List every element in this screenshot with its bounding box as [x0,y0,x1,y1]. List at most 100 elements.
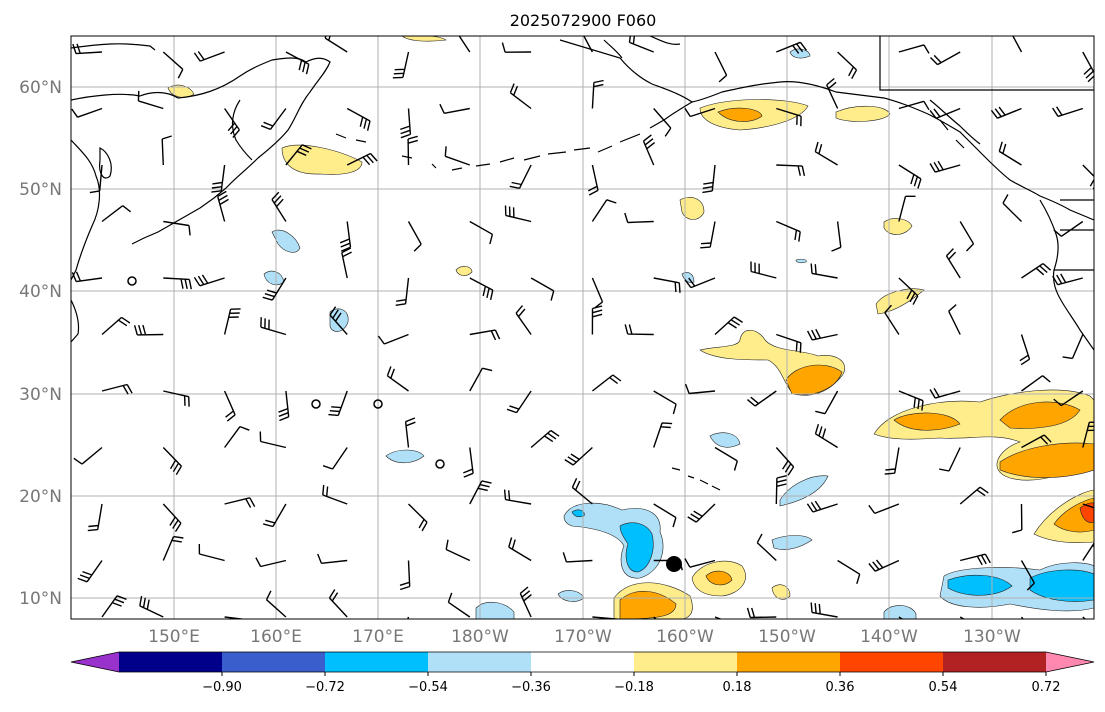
anomaly-area [893,412,961,431]
colorbar-tick-label: −0.54 [408,680,448,695]
wind-barb [776,41,807,54]
wind-barb [998,141,1022,166]
wind-barb [653,108,672,137]
wind-barb [831,221,842,252]
anomaly-area [475,601,515,619]
wind-barb [463,447,474,478]
wind-barb [400,108,412,139]
wind-barb [407,135,418,166]
kamchatka-coast [71,57,331,189]
gridlines [71,36,1094,619]
wind-barb [223,390,236,422]
anomaly-area [835,105,891,122]
wind-barb [101,595,127,618]
kuril-islands [131,187,227,245]
anomaly-area [771,535,813,550]
wind-barb [285,51,310,75]
wind-barb [700,221,716,249]
colorbar-tick-label: −0.18 [614,680,654,695]
wind-barb [328,589,348,618]
wind-barb [642,134,656,166]
wind-barb [77,560,103,583]
wind-barb [684,558,716,568]
wind-barb [684,107,716,118]
wind-barb [945,248,961,279]
alaska-coast [559,39,1094,221]
wind-barb [408,503,428,532]
wind-barb [1053,220,1084,237]
colorbar-tick-label: 0.72 [1032,680,1061,695]
wind-barb [329,306,348,335]
japan-coast [71,139,101,281]
wind-barb [1019,334,1031,366]
wind-barb [591,305,603,335]
wind-barb [653,422,673,448]
wind-barb [260,108,287,131]
wind-barb [392,51,410,79]
anomaly-area [455,266,473,276]
wind-barb [776,107,802,127]
wind-barb [447,592,471,618]
anomaly-area [883,218,913,235]
wind-barb [71,271,103,283]
anomaly-area [999,401,1081,429]
wind-barb [746,607,777,619]
wind-barb [898,44,930,54]
lon-label: 180°W [451,627,509,647]
kamchatka-inner [231,99,253,161]
wind-barb [959,221,975,252]
japan-hokkaido [99,147,112,179]
wind-barb [259,431,287,449]
wind-barb [162,447,183,476]
wind-barb [139,595,164,618]
wind-barb [72,43,103,55]
lon-label: 140°W [860,627,918,647]
wind-barb [1021,434,1052,449]
lat-label: 20°N [19,487,62,507]
coastlines [71,36,1094,491]
wind-barb [73,446,103,465]
wind-barb [571,478,593,505]
wind-barb [1052,273,1083,286]
wind-barb [1052,106,1084,118]
wind-barb [898,100,930,111]
anomaly-area [785,364,843,396]
wind-barb [929,160,961,173]
wind-barb [285,144,312,166]
okhotsk-coast [71,43,156,51]
anomaly-area [281,144,363,175]
anomaly-area [717,107,763,122]
wind-barb [193,51,225,62]
wind-barb [806,328,838,341]
wind-barb [263,503,287,528]
colorbar-tick-label: −0.72 [305,680,345,695]
anomaly-area [705,570,733,586]
wind-barb [71,107,103,118]
wind-barb [509,164,532,189]
colorbar-tick-label: 0.36 [826,680,855,695]
wind-barb [444,146,471,166]
wind-barb [1082,51,1094,83]
wind-barb [868,503,900,515]
wind-barb [377,333,409,345]
wind-barb [810,602,838,618]
wind-barb [217,190,229,222]
wind-barb [884,304,900,335]
wind-barb [814,141,838,166]
colorbar-extend-low [71,652,119,672]
wind-barb [826,77,839,109]
wind-barb [260,317,287,336]
wind-barb [89,164,103,194]
colorbar-segment [840,652,944,672]
lon-labels: 150°E 160°E 170°E 180°W 170°W 160°W 150°… [148,627,1021,647]
wind-barb [161,135,172,166]
wind-barb [814,423,838,449]
canada-border [879,36,1094,91]
wind-barb [198,543,225,562]
lon-label: 150°E [148,627,200,647]
wind-barb [929,107,961,119]
wind-barb [341,247,352,279]
wind-barb [162,51,184,79]
wind-barb [591,374,622,392]
